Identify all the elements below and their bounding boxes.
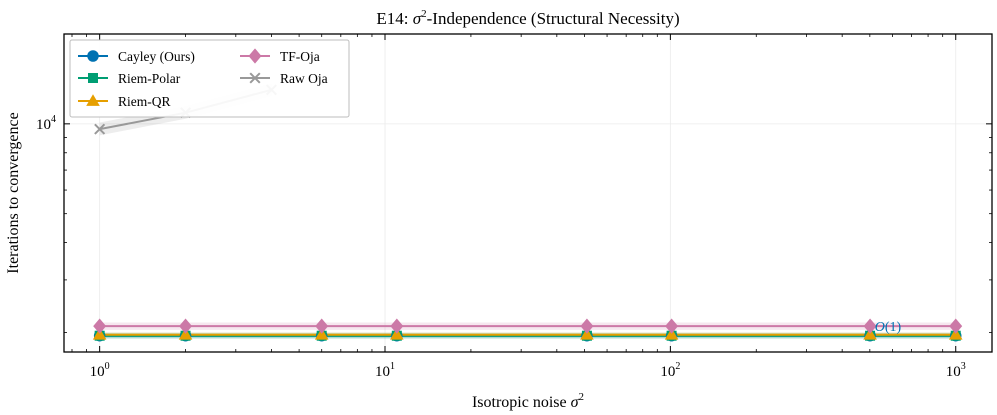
legend-item-cayley-ours: Cayley (Ours) bbox=[78, 49, 195, 64]
point-raw-oja bbox=[94, 123, 106, 135]
x-axis-title-symbol: σ bbox=[571, 394, 580, 411]
point-tf-oja bbox=[93, 318, 107, 334]
x-axis-title: Isotropic noise σ2 bbox=[472, 391, 584, 411]
annotation-symbol: O bbox=[875, 320, 885, 335]
legend-label: TF-Oja bbox=[280, 49, 320, 64]
y-tick-label-base: 10 bbox=[36, 117, 51, 133]
legend-label: Riem-QR bbox=[118, 94, 171, 109]
plot-frame bbox=[63, 33, 993, 353]
point-riem-qr bbox=[92, 327, 107, 340]
point-riem-qr bbox=[948, 327, 963, 340]
point-tf-oja bbox=[390, 318, 404, 334]
point-riem-qr bbox=[580, 327, 594, 340]
point-riem-qr bbox=[664, 327, 679, 340]
point-riem-qr bbox=[390, 327, 404, 340]
legend-frame bbox=[69, 39, 350, 118]
legend-marker bbox=[249, 72, 261, 84]
point-tf-oja bbox=[665, 318, 679, 334]
y-tick-label: 104 bbox=[36, 114, 56, 133]
x-tick-label-base: 10 bbox=[946, 364, 961, 380]
x-tick-label: 100 bbox=[90, 361, 110, 380]
legend-marker bbox=[248, 48, 262, 64]
series-lines bbox=[99, 88, 956, 337]
point-tf-oja bbox=[179, 318, 193, 334]
series-markers bbox=[92, 84, 963, 342]
x-axis-title-text: Isotropic noise bbox=[472, 394, 571, 411]
point-tf-oja bbox=[863, 318, 877, 334]
x-tick-label: 101 bbox=[375, 361, 395, 380]
legend-label: Cayley (Ours) bbox=[118, 49, 195, 64]
legend-item-tf-oja: TF-Oja bbox=[240, 48, 320, 64]
legend-marker bbox=[88, 73, 98, 83]
legend-label: Riem-Polar bbox=[118, 71, 181, 86]
title-suffix: -Independence (Structural Necessity) bbox=[427, 9, 680, 28]
legend: Cayley (Ours) Riem-Polar Riem-QR TF-Oja Raw … bbox=[69, 39, 350, 118]
x-tick-label-base: 10 bbox=[660, 364, 675, 380]
x-tick-label-exponent: 3 bbox=[961, 361, 966, 372]
legend-marker bbox=[86, 94, 100, 106]
legend-label: Raw Oja bbox=[280, 71, 328, 86]
legend-marker bbox=[87, 50, 99, 62]
point-riem-qr bbox=[314, 327, 329, 340]
y-tick-label-exponent: 4 bbox=[51, 114, 56, 125]
chart-title: E14: σ2-Independence (Structural Necessi… bbox=[376, 8, 679, 28]
point-riem-qr bbox=[863, 327, 877, 340]
x-tick-label-exponent: 2 bbox=[675, 361, 680, 372]
point-tf-oja bbox=[949, 318, 963, 334]
x-tick-label: 102 bbox=[660, 361, 680, 380]
x-tick-label-exponent: 1 bbox=[390, 361, 395, 372]
point-tf-oja bbox=[315, 318, 329, 334]
grid bbox=[64, 34, 992, 352]
title-symbol: σ bbox=[413, 9, 422, 28]
confidence-bands bbox=[99, 83, 956, 339]
x-tick-label-exponent: 0 bbox=[105, 361, 110, 372]
legend-item-riem-polar: Riem-Polar bbox=[78, 71, 181, 86]
title-prefix: E14: bbox=[376, 9, 412, 28]
point-tf-oja bbox=[580, 318, 594, 334]
x-tick-label-base: 10 bbox=[375, 364, 390, 380]
point-riem-qr bbox=[178, 327, 193, 340]
annotation-label: O(1) bbox=[875, 320, 902, 335]
x-tick-label: 103 bbox=[946, 361, 966, 380]
legend-item-raw-oja: Raw Oja bbox=[240, 71, 328, 86]
annotation-rest: (1) bbox=[885, 320, 902, 335]
x-axis-title-exponent: 2 bbox=[579, 391, 585, 403]
x-tick-label-base: 10 bbox=[90, 364, 105, 380]
y-axis-title: Iterations to convergence bbox=[5, 112, 22, 273]
annotation: O(1) bbox=[875, 320, 902, 335]
legend-item-riem-qr: Riem-QR bbox=[78, 94, 171, 109]
title-exponent: 2 bbox=[421, 8, 427, 20]
